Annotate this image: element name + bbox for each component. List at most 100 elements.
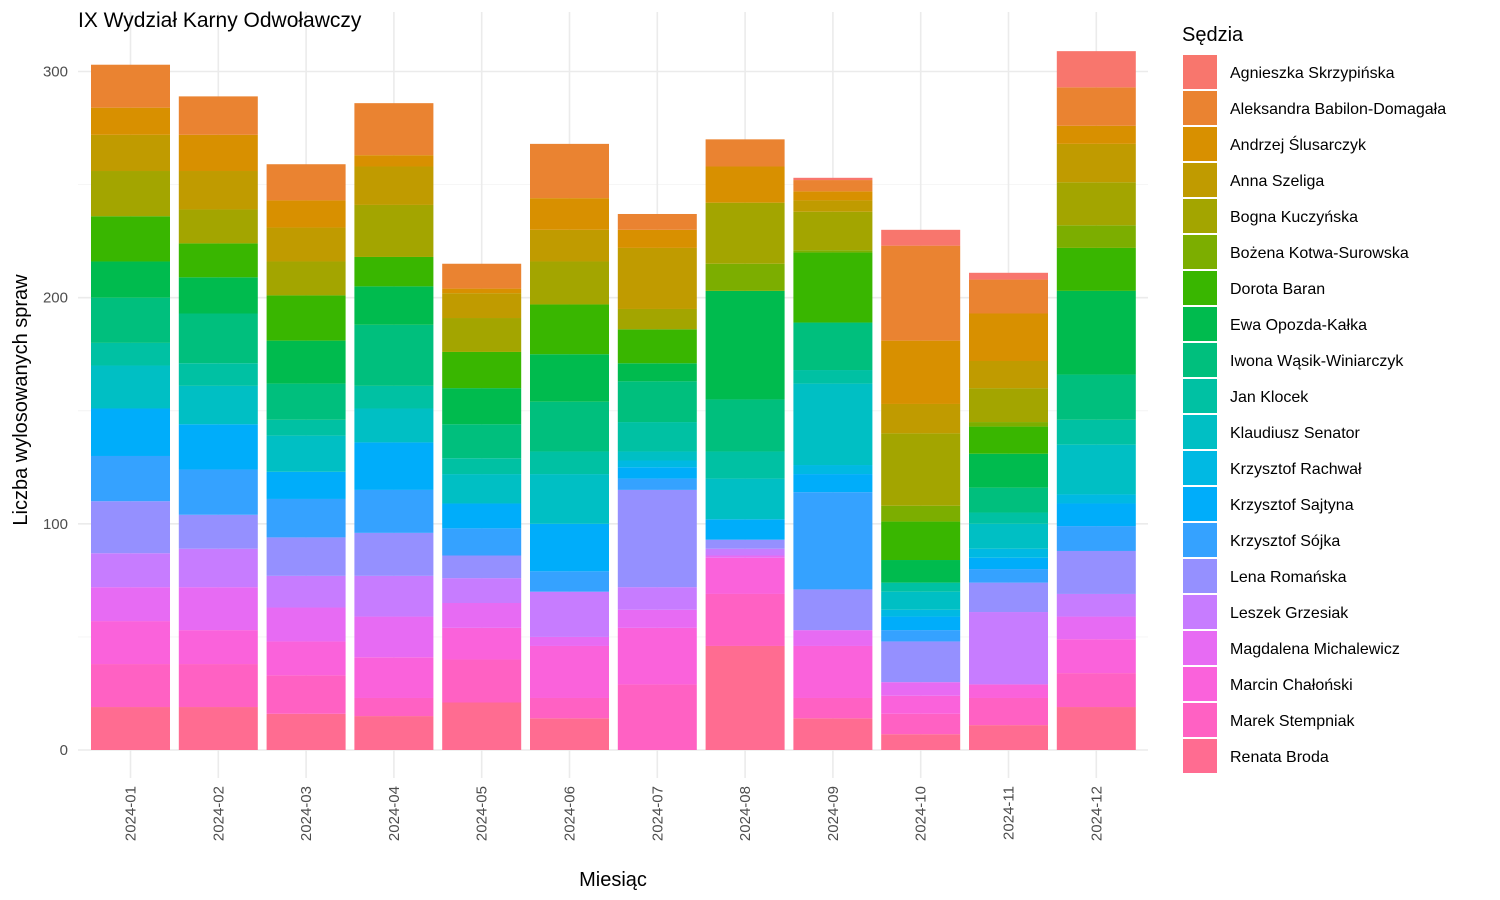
bar-segment (530, 474, 609, 524)
bar-segment (266, 419, 346, 436)
bar-segment (881, 505, 961, 522)
bar-segment (617, 478, 697, 490)
bar-segment (178, 243, 258, 278)
bar-segment (442, 424, 522, 459)
bar-segment (705, 519, 785, 540)
x-tick-label: 2024-11 (1001, 786, 1018, 840)
bar-segment (354, 489, 434, 533)
bar-segment (881, 229, 961, 246)
bar-segment (1056, 503, 1136, 527)
bar-segment (617, 489, 697, 588)
bar-segment (793, 211, 873, 251)
bar-segment (969, 569, 1048, 583)
bar-segment (793, 252, 873, 323)
bar-segment (442, 702, 522, 750)
bar-segment (705, 451, 785, 479)
bar-segment (1056, 526, 1136, 551)
bar-segment (705, 557, 785, 594)
bar-segment (91, 621, 170, 665)
bar-segment (530, 304, 609, 355)
bar-segment (354, 716, 434, 750)
bar-segment (530, 591, 609, 637)
bar-segment (969, 388, 1048, 423)
bar-segment (969, 582, 1048, 613)
legend-label: Andrzej Ślusarczyk (1230, 135, 1367, 154)
bar-segment (91, 216, 170, 262)
bar-segment (969, 612, 1048, 685)
legend-swatch (1183, 703, 1217, 737)
bar-segment (1056, 225, 1136, 248)
bar-segment (705, 645, 785, 750)
bar-segment (354, 442, 434, 490)
legend-swatch (1183, 199, 1217, 233)
bar-segment (91, 171, 170, 217)
bar-segment (354, 256, 434, 287)
bar-segment (354, 286, 434, 325)
bar-segment (705, 139, 785, 167)
legend-label: Anna Szeliga (1230, 173, 1324, 190)
bar-segment (969, 725, 1048, 750)
bar-segment (793, 697, 873, 719)
bar-segment (442, 602, 522, 628)
legend-title: Sędzia (1182, 24, 1244, 46)
x-tick-label: 2024-04 (386, 786, 403, 841)
bar-segment (705, 548, 785, 556)
legend-swatch (1183, 379, 1217, 413)
legend-label: Bożena Kotwa-Surowska (1230, 245, 1409, 262)
y-tick-labels: 0 100 200 300 (43, 64, 68, 760)
bar-segment (442, 263, 522, 289)
x-axis-title: Miesiąc (579, 869, 647, 891)
bar-segment (881, 582, 961, 592)
legend-swatch (1183, 451, 1217, 485)
bar-segment (881, 616, 961, 631)
bar-segment (793, 630, 873, 646)
bar-segment (530, 523, 609, 572)
bar-segment (1056, 419, 1136, 445)
bar-segment (178, 209, 258, 244)
legend-label: Magdalena Michalewicz (1230, 641, 1400, 658)
bar-segment (705, 593, 785, 646)
legend-swatch (1183, 415, 1217, 449)
bar-segment (266, 471, 346, 499)
bar-segment (881, 682, 961, 696)
bar-segment (617, 684, 697, 750)
bar-segment (969, 523, 1048, 549)
bar-segment (178, 277, 258, 314)
bar-segment (793, 200, 873, 212)
bar-segment (442, 528, 522, 556)
bar-segment (266, 200, 346, 228)
legend-swatch (1183, 523, 1217, 557)
bar-segment (442, 388, 522, 425)
legend-label: Leszek Grzesiak (1230, 605, 1349, 622)
bar-segment (705, 399, 785, 452)
x-tick-label: 2024-01 (123, 786, 140, 841)
bar-segment (1056, 87, 1136, 126)
legend-swatch (1183, 55, 1217, 89)
bar-segment (91, 261, 170, 298)
bar-segment (705, 263, 785, 291)
bar-segment (969, 360, 1048, 389)
bar-segment (530, 718, 609, 750)
bar-segment (881, 245, 961, 341)
bar-segment (266, 227, 346, 262)
legend-label: Krzysztof Sójka (1230, 533, 1340, 550)
bar-segment (1056, 51, 1136, 88)
bar-segment (91, 408, 170, 456)
x-tick-label: 2024-05 (474, 786, 491, 841)
legend-swatch (1183, 667, 1217, 701)
bar-segment (1056, 550, 1136, 594)
bar-segment (793, 492, 873, 590)
bar-segment (442, 627, 522, 660)
bar-segment (793, 180, 873, 192)
bar-segment (91, 64, 170, 108)
legend-swatch (1183, 127, 1217, 161)
bar-segment (266, 641, 346, 676)
bar-segment (617, 451, 697, 461)
bar-segment (793, 250, 873, 253)
bar-segment (793, 465, 873, 475)
bar-segment (530, 143, 609, 199)
bar-segment (969, 487, 1048, 513)
bar-segment (178, 96, 258, 135)
x-tick-label: 2024-02 (210, 786, 227, 841)
bar-segment (617, 247, 697, 309)
